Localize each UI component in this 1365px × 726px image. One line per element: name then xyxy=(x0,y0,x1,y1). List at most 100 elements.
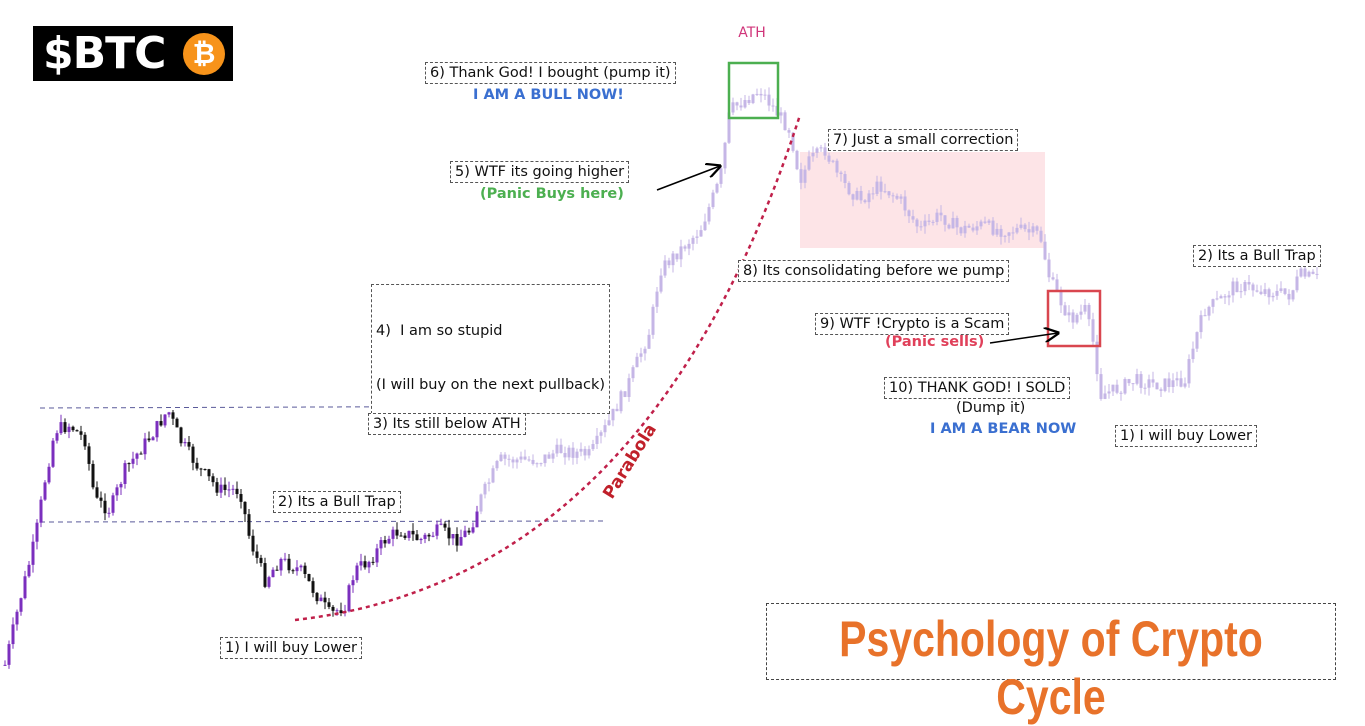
candle-body xyxy=(1155,382,1159,390)
candle-body xyxy=(1287,293,1291,300)
candle-body xyxy=(559,444,563,453)
candle-body xyxy=(63,422,67,433)
candle-body xyxy=(267,577,271,587)
candle-body xyxy=(91,463,95,488)
candle-body xyxy=(999,228,1003,237)
candle-body xyxy=(471,527,475,533)
candle-body xyxy=(1307,271,1311,277)
candle-body xyxy=(815,148,819,153)
candle-body xyxy=(535,463,539,465)
candle-body xyxy=(1239,291,1243,293)
candle-body xyxy=(1299,268,1303,277)
candle-body xyxy=(431,535,435,537)
candle-body xyxy=(1171,380,1175,387)
candle-body xyxy=(891,195,895,197)
annotation: 4) I am so stupid (I will buy on the nex… xyxy=(371,284,611,414)
arrow xyxy=(656,166,720,191)
candle-body xyxy=(367,561,371,568)
candle-body xyxy=(871,193,875,195)
candle-body xyxy=(619,391,623,412)
candle-body xyxy=(711,192,715,208)
candle-body xyxy=(1019,224,1023,228)
page: Parabola ATH $BTC ₿ 6) Thank God! I boug… xyxy=(3,25,1336,725)
candle-body xyxy=(215,482,219,493)
candle-body xyxy=(967,225,971,228)
candle-body xyxy=(1115,384,1119,393)
candle-body xyxy=(1003,235,1007,237)
candle-body xyxy=(591,444,595,450)
candle-body xyxy=(1223,296,1227,298)
candle-body xyxy=(19,598,23,612)
candle-body xyxy=(71,426,75,431)
candle-body xyxy=(483,483,487,495)
candle-body xyxy=(515,459,519,463)
candle-body xyxy=(551,453,555,459)
candle-body xyxy=(187,442,191,447)
candle-body xyxy=(879,181,883,192)
candle-body xyxy=(835,160,839,173)
candle-body xyxy=(719,168,723,184)
candle-body xyxy=(1123,378,1127,394)
candle-body xyxy=(1215,298,1219,300)
candle-body xyxy=(847,182,851,195)
annotation: 7) Just a small correction xyxy=(828,129,1019,151)
candle-body xyxy=(1163,378,1167,391)
candle-body xyxy=(1211,299,1215,307)
candle-body xyxy=(811,152,815,157)
candle-body xyxy=(1067,312,1071,316)
candle-body xyxy=(227,489,231,491)
candle-body xyxy=(819,147,823,149)
candle-body xyxy=(243,501,247,515)
candle-body xyxy=(1247,282,1251,285)
candle-body xyxy=(291,570,295,572)
candle-body xyxy=(51,440,55,467)
candle-body xyxy=(655,291,659,307)
candle-body xyxy=(1151,379,1155,383)
candle-body xyxy=(155,421,159,438)
candle-body xyxy=(479,494,483,512)
candle-body xyxy=(783,112,787,131)
candle-body xyxy=(1303,268,1307,277)
candle-body xyxy=(119,483,123,488)
candle-body xyxy=(1035,226,1039,231)
candle-body xyxy=(735,102,739,106)
candle-body xyxy=(1071,312,1075,323)
parabola-label: Parabola xyxy=(599,420,661,502)
candle-body xyxy=(747,100,751,104)
annotation: 2) Its a Bull Trap xyxy=(273,491,401,513)
logo-icon: ₿ xyxy=(183,33,225,75)
candle-body xyxy=(1275,290,1279,296)
candle-body xyxy=(1095,341,1099,375)
parabola-curve xyxy=(294,114,802,622)
candle-body xyxy=(759,93,763,96)
candle-body xyxy=(743,100,747,108)
annotation: 10) THANK GOD! I SOLD xyxy=(884,377,1071,399)
candle-body xyxy=(219,484,223,493)
candle-body xyxy=(419,538,423,541)
candle-body xyxy=(443,523,447,528)
candle-body xyxy=(823,147,827,156)
candle-body xyxy=(803,169,807,183)
annotation: 1) I will buy Lower xyxy=(1115,425,1257,447)
annotation-note: (Panic Buys here) xyxy=(480,186,624,202)
candle-body xyxy=(895,195,899,199)
candle-body xyxy=(1015,227,1019,233)
annotation-line: 4) I am so stupid xyxy=(376,323,503,339)
candle-body xyxy=(355,565,359,581)
candle-body xyxy=(663,260,667,276)
candle-body xyxy=(339,610,343,614)
candle-body xyxy=(631,367,635,379)
candle-body xyxy=(563,452,567,458)
candle-body xyxy=(795,150,799,170)
candle-body xyxy=(983,221,987,223)
candle-body xyxy=(387,538,391,544)
candle-body xyxy=(1087,304,1091,320)
candle-body xyxy=(263,563,267,587)
candle-body xyxy=(1011,232,1015,234)
candle-body xyxy=(403,535,407,538)
candle-body xyxy=(463,530,467,537)
candle-body xyxy=(1251,284,1255,291)
candle-body xyxy=(15,611,19,625)
candle-body xyxy=(375,548,379,563)
candle-body xyxy=(1059,290,1063,306)
